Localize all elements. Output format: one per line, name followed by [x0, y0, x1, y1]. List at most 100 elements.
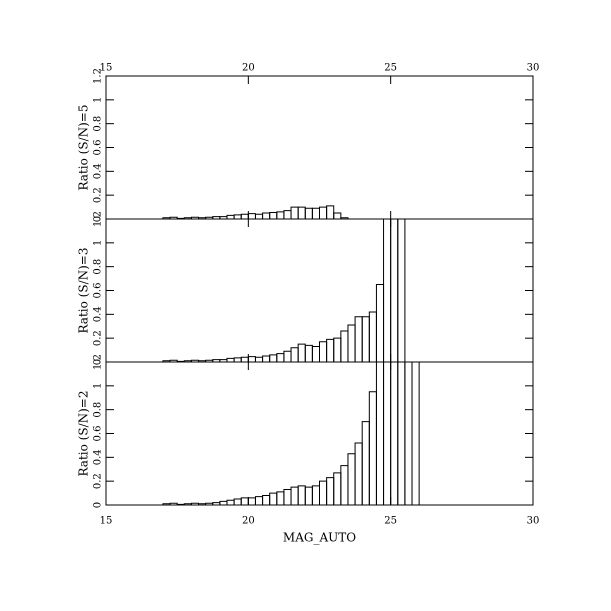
y-tick-label: 0.8: [93, 402, 104, 418]
histogram-step: [311, 346, 320, 362]
histogram-step: [269, 211, 278, 219]
y-tick-label: 0.2: [93, 473, 104, 489]
histogram-step: [226, 357, 235, 362]
histogram-step: [240, 497, 249, 505]
y-tick-label: 0: [93, 359, 104, 365]
histogram-step: [304, 486, 313, 505]
histogram-step: [290, 347, 299, 362]
histogram-step: [247, 356, 256, 362]
histogram-step: [333, 472, 342, 505]
histogram-step: [304, 344, 313, 362]
y-tick-label: 1: [93, 240, 104, 246]
histogram-step: [283, 210, 292, 219]
y-tick-label: 1.2: [93, 68, 104, 84]
plot-frame: [105, 75, 534, 220]
histogram-step: [240, 356, 249, 362]
x-tick-label: 20: [242, 63, 255, 74]
histogram-step: [326, 338, 335, 362]
histogram-step: [311, 207, 320, 219]
y-axis-label: Ratio (S/N)=2: [77, 391, 91, 477]
histogram-step: [276, 491, 285, 505]
histogram-step: [311, 485, 320, 505]
plot-frame: [105, 218, 534, 363]
histogram-step: [390, 362, 399, 505]
histogram-step: [347, 453, 356, 505]
histogram-step: [247, 497, 256, 505]
histogram-step: [226, 214, 235, 219]
histogram-step: [269, 354, 278, 362]
histogram-step: [283, 489, 292, 505]
histogram-step: [319, 341, 328, 362]
histogram-step: [326, 205, 335, 219]
histogram-step: [326, 477, 335, 505]
histogram-step: [233, 214, 242, 219]
x-tick-label: 25: [384, 63, 397, 74]
y-tick-label: 0.6: [93, 426, 104, 442]
histogram-step: [347, 324, 356, 362]
histogram-step: [340, 330, 349, 362]
histogram-step: [354, 442, 363, 505]
y-tick-label: 0.6: [93, 283, 104, 299]
histogram-step: [269, 492, 278, 505]
histogram-step: [404, 362, 413, 505]
y-tick-label: 0.4: [93, 163, 104, 179]
y-tick-label: 0.2: [93, 330, 104, 346]
y-axis-label: Ratio (S/N)=3: [77, 248, 91, 334]
y-tick-label: 1.2: [93, 211, 104, 227]
x-axis-label: MAG_AUTO: [283, 531, 356, 545]
histogram-step: [262, 494, 271, 505]
histogram-step: [383, 362, 392, 505]
x-tick-label: 15: [100, 63, 113, 74]
histogram-step: [254, 496, 264, 505]
y-tick-label: 0.6: [93, 140, 104, 156]
histogram-step: [397, 219, 406, 362]
histogram-step: [254, 213, 264, 219]
y-tick-label: 0.8: [93, 259, 104, 275]
y-tick-label: 1: [93, 97, 104, 103]
histogram-step: [276, 211, 285, 219]
histogram-step: [340, 217, 349, 219]
x-tick-label: 20: [242, 516, 255, 527]
histogram-step: [226, 499, 235, 505]
histogram-step: [361, 421, 370, 505]
y-tick-label: 0.4: [93, 449, 104, 465]
y-tick-label: 0: [93, 502, 104, 508]
histogram-step: [368, 391, 377, 505]
histogram-step: [262, 355, 271, 362]
y-tick-label: 0: [93, 216, 104, 222]
histogram-step: [333, 337, 342, 362]
y-tick-label: 0.2: [93, 187, 104, 203]
x-tick-label: 25: [384, 516, 397, 527]
x-tick-label: 15: [100, 516, 113, 527]
y-axis-label: Ratio (S/N)=5: [77, 105, 91, 191]
histogram-step: [262, 212, 271, 219]
histogram-step: [297, 343, 306, 362]
histogram-step: [397, 362, 406, 505]
histogram-step: [319, 206, 328, 219]
histogram-step: [354, 316, 363, 362]
histogram-step: [276, 353, 285, 362]
x-tick-label: 30: [527, 516, 540, 527]
histogram-step: [297, 485, 306, 505]
histogram-step: [390, 219, 399, 362]
histogram-step: [361, 316, 370, 362]
histogram-step: [240, 213, 249, 219]
histogram-step: [319, 480, 328, 505]
y-tick-label: 0.4: [93, 306, 104, 322]
histogram-step: [290, 486, 299, 505]
histogram-step: [290, 206, 299, 219]
histogram-step: [283, 350, 292, 362]
y-tick-label: 0.8: [93, 116, 104, 132]
histogram-step: [297, 206, 306, 219]
histogram-step: [233, 498, 242, 505]
histogram-step: [375, 362, 385, 505]
y-tick-label: 1.2: [93, 354, 104, 370]
histogram-step: [233, 357, 242, 362]
histogram-step: [304, 207, 313, 219]
histogram-step: [254, 356, 264, 362]
y-tick-label: 1: [93, 383, 104, 389]
histogram-step: [333, 212, 342, 219]
histogram-step: [219, 500, 228, 505]
histogram-step: [383, 219, 392, 362]
